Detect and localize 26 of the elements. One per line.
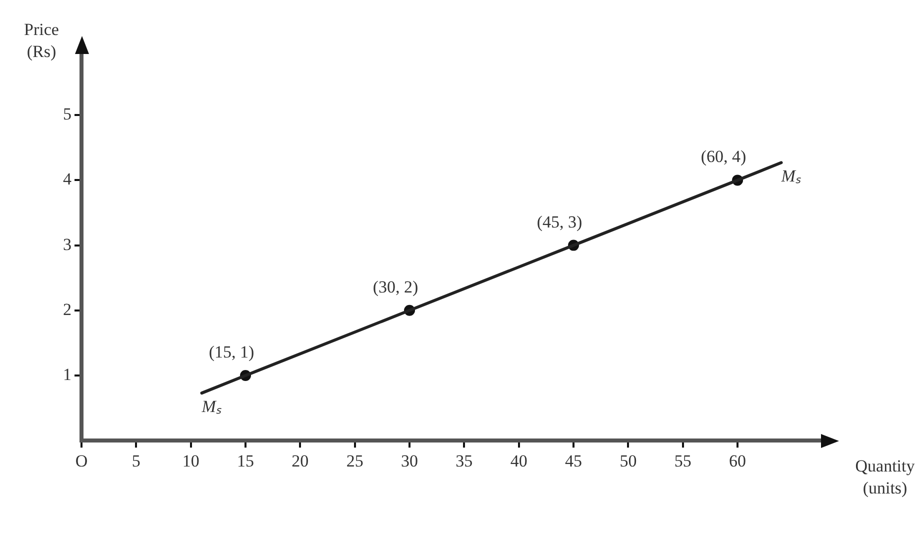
x-tick-label: 60 bbox=[729, 451, 746, 470]
x-tick-label: 10 bbox=[182, 451, 200, 470]
x-tick-label: 45 bbox=[565, 451, 582, 470]
y-tick-label: 4 bbox=[63, 170, 72, 189]
y-tick-label: 1 bbox=[63, 364, 72, 384]
x-tick-label: 55 bbox=[674, 451, 692, 470]
x-tick-label: O bbox=[75, 451, 88, 470]
annotation: (60, 4) bbox=[700, 147, 746, 166]
y-tick-label: 3 bbox=[63, 234, 72, 254]
x-tick-label: 40 bbox=[510, 451, 528, 470]
x-tick-label: 25 bbox=[346, 451, 364, 470]
x-tick-label: 50 bbox=[620, 451, 637, 470]
x-tick-label: 15 bbox=[237, 451, 254, 470]
x-axis-title: Quantity (units) bbox=[855, 456, 916, 498]
y-axis-title: Price (Rs) bbox=[24, 20, 59, 61]
annotation: Mₛ bbox=[780, 166, 802, 186]
x-tick-label: 20 bbox=[292, 451, 309, 470]
x-tick-label: 30 bbox=[401, 451, 418, 470]
y-tick-label: 2 bbox=[63, 300, 72, 319]
annotation: (15, 1) bbox=[208, 342, 254, 362]
x-tick-label: 35 bbox=[456, 451, 473, 470]
x-tick-label: 5 bbox=[132, 451, 140, 470]
annotation: (45, 3) bbox=[536, 212, 582, 232]
y-tick-label: 5 bbox=[63, 104, 72, 124]
annotation: (30, 2) bbox=[372, 277, 418, 296]
annotation: Mₛ bbox=[200, 397, 222, 416]
